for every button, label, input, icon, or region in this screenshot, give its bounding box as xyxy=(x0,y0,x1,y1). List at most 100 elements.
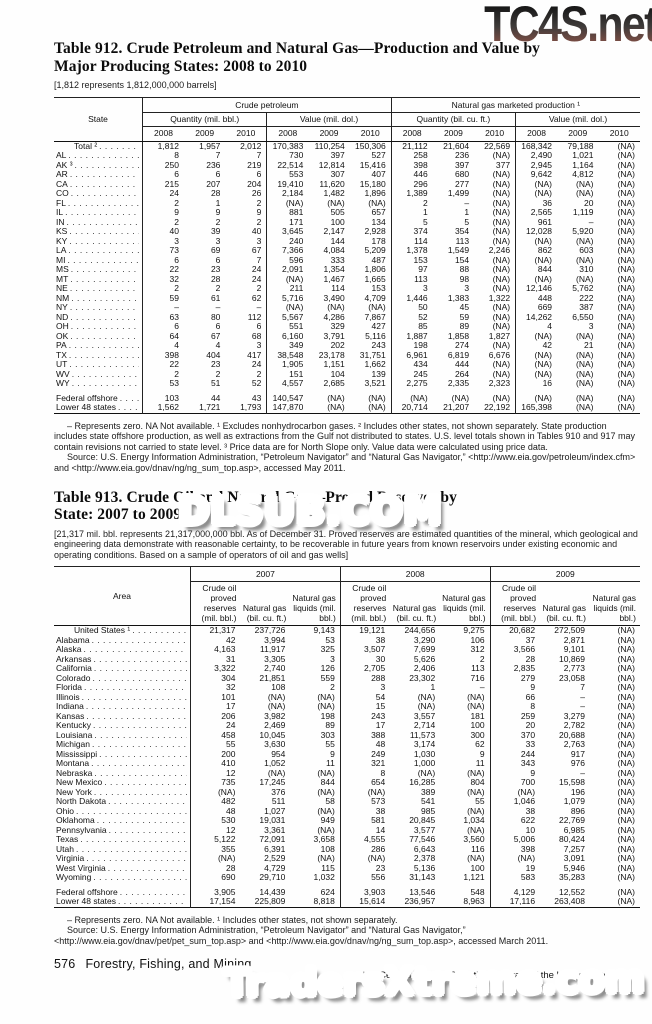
cell-value: 113 xyxy=(390,274,433,285)
cell-value: (NA) xyxy=(617,264,635,275)
cell-value: (NA) xyxy=(190,854,241,864)
dot-leader xyxy=(72,379,139,389)
table-row: Montana410 1,052 11 321 1,000 11 343 976 (NA) xyxy=(54,759,640,769)
cell-value: – xyxy=(215,302,221,313)
cell-value: 2,406 xyxy=(413,663,436,674)
row-label: Federal offshore xyxy=(54,883,190,898)
cell-value: 67 xyxy=(251,245,262,256)
cell-value: 7 xyxy=(256,254,262,265)
unit-header-natural-gas: Natural gas (bil. cu. ft.) xyxy=(390,581,441,627)
cell-value: 17,245 xyxy=(259,777,286,788)
cell-value: 244 xyxy=(489,749,541,760)
cell-value: (NA) xyxy=(515,179,558,190)
cell-value: (NA) xyxy=(576,402,594,413)
cell-value: (NA) xyxy=(617,359,635,370)
row-label: NE xyxy=(54,284,142,294)
row-label: Federal offshore xyxy=(54,389,142,404)
cell-value: (NA) xyxy=(617,273,635,284)
cell-value: (NA) xyxy=(515,369,558,380)
subheader-value-dol: Value (mil. dol.) xyxy=(266,112,392,127)
cell-value: 219 xyxy=(247,159,262,170)
cell-value: 9,101 xyxy=(563,644,585,655)
cell-value: (NA) xyxy=(492,359,511,370)
cell-value: 844 xyxy=(515,265,558,275)
cell-value: (NA) xyxy=(576,273,594,284)
cell-value: 240 xyxy=(266,236,309,247)
cell-value: 5,116 xyxy=(365,330,386,341)
cell-value: 5,716 xyxy=(266,293,309,304)
dot-leader xyxy=(99,142,139,152)
cell-value: (NA) xyxy=(576,330,594,341)
cell-value: 530 xyxy=(190,816,241,826)
cell-value: 6 xyxy=(141,255,184,266)
dot-leader xyxy=(67,256,139,266)
cell-value: 2,685 xyxy=(323,378,345,389)
cell-value: – xyxy=(580,767,585,778)
cell-value: (NA) xyxy=(617,235,635,246)
row-label: OK xyxy=(54,332,142,342)
cell-value: (NA) xyxy=(467,805,485,816)
cell-value: (NA) xyxy=(417,701,436,712)
cell-value: 6,643 xyxy=(413,843,436,854)
cell-value: 43 xyxy=(251,392,262,403)
cell-value: 1,021 xyxy=(572,150,594,161)
cell-value: 3,557 xyxy=(413,710,436,721)
cell-value: 3,905 xyxy=(190,882,241,898)
dot-leader xyxy=(70,313,139,323)
cell-value: 9,143 xyxy=(313,625,335,636)
row-label: NM xyxy=(54,294,142,304)
cell-value: 1,721 xyxy=(199,402,221,413)
row-label: Ohio xyxy=(54,807,190,817)
cell-value: 15,180 xyxy=(359,178,386,189)
table-row: AL8 7 7 730 397 527 258 236 (NA) 2,490 1,021 (NA) xyxy=(54,151,640,161)
cell-value: 434 xyxy=(390,360,433,370)
cell-value: 42 xyxy=(190,635,241,646)
cell-value: (NA) xyxy=(339,787,391,798)
cell-value: 581 xyxy=(339,816,391,826)
cell-value: 398 xyxy=(141,350,184,361)
row-label: Texas xyxy=(54,835,190,845)
cell-value: 69 xyxy=(210,245,221,256)
cell-value: 103 xyxy=(141,388,184,404)
cell-value: 1,499 xyxy=(447,188,470,199)
cell-value: 165,398 xyxy=(515,402,558,414)
cell-value: 4 xyxy=(215,340,221,351)
cell-value: 7,257 xyxy=(563,843,585,854)
cell-value: 153 xyxy=(390,255,433,266)
cell-value: 55 xyxy=(190,740,241,750)
cell-value: 1,905 xyxy=(266,360,309,370)
cell-value: 21,207 xyxy=(443,402,470,413)
cell-value: 85 xyxy=(390,322,433,332)
cell-value: 9 xyxy=(256,207,262,218)
dot-leader xyxy=(118,403,139,413)
cell-value: 2,335 xyxy=(447,378,470,389)
cell-value: (NA) xyxy=(515,274,558,285)
cell-value: 62 xyxy=(475,739,485,750)
cell-value: 1,812 xyxy=(141,141,184,152)
cell-value: (NA) xyxy=(492,368,511,379)
cell-value: 225,809 xyxy=(254,896,286,907)
table-row: Kansas206 3,982 198 243 3,557 181 259 3,279 (NA) xyxy=(54,710,640,722)
cell-value: 1,827 xyxy=(488,330,511,341)
cell-value: 12 xyxy=(190,825,241,836)
table-row: NM59 61 62 5,716 3,490 4,709 1,446 1,383 1,322 44… xyxy=(54,293,640,304)
table-row: Indiana17 (NA) (NA) 15 (NA) (NA) 8 – (NA) xyxy=(54,702,640,712)
cell-value: 286 xyxy=(339,844,391,855)
cell-value: 622 xyxy=(489,816,541,826)
cell-value: 259 xyxy=(489,711,541,722)
table-row: Ohio48 1,027 (NA) 38 985 (NA) 38 896 (NA) xyxy=(54,805,640,817)
cell-value: 8,818 xyxy=(313,896,335,907)
cell-value: 20 xyxy=(489,721,541,731)
cell-value: 2 xyxy=(141,217,184,228)
cell-value: 151 xyxy=(266,369,309,380)
dot-leader xyxy=(69,351,139,361)
cell-value: 329 xyxy=(330,321,345,332)
cell-value: 22,514 xyxy=(266,160,309,171)
cell-value: 24 xyxy=(251,359,262,370)
cell-value: (NA) xyxy=(617,392,635,403)
cell-value: 40 xyxy=(141,227,184,237)
cell-value: 2,469 xyxy=(264,720,286,731)
cell-value: 20,845 xyxy=(409,815,436,826)
cell-value: (NA) xyxy=(617,254,635,265)
cell-value: 312 xyxy=(470,644,485,655)
